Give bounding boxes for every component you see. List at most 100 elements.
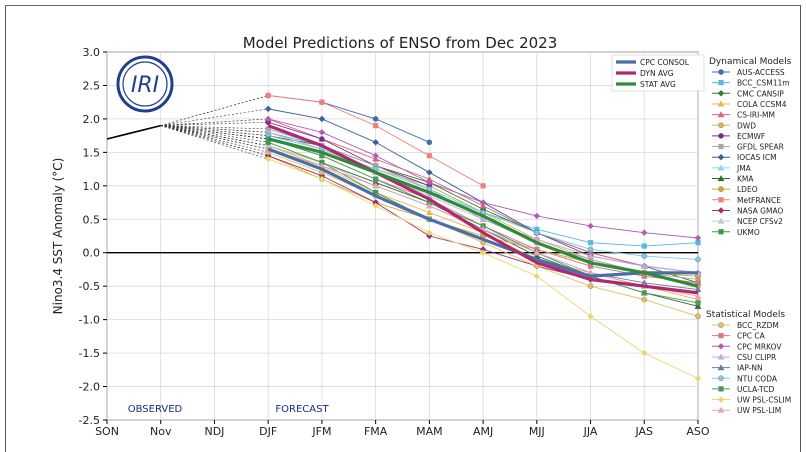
model-point (694, 292, 702, 299)
forecast-label: FORECAST (275, 404, 329, 415)
model-point (373, 189, 379, 196)
x-tick-label: MJJ (529, 425, 545, 438)
model-series (264, 92, 702, 382)
legend-marker (718, 197, 724, 203)
model-point (265, 92, 271, 99)
model-point (534, 229, 540, 236)
legend-marker (718, 375, 724, 381)
model-point (372, 202, 379, 210)
fan-line (160, 121, 269, 126)
model-point (426, 169, 433, 176)
x-tick-label: ASO (686, 425, 710, 438)
model-point (587, 249, 594, 256)
observed-line (106, 124, 161, 140)
legend-label: MetFRANCE (737, 196, 781, 205)
model-point (265, 139, 271, 145)
legend-label: LDEO (737, 185, 758, 194)
plot-border (106, 51, 699, 421)
model-point (641, 243, 647, 249)
legend-label: NCEP CFSv2 (737, 217, 783, 226)
model-point (318, 129, 326, 136)
model-point (641, 273, 647, 279)
model-point (641, 349, 648, 357)
summary-series (267, 124, 699, 295)
model-point (694, 234, 702, 242)
model-point (319, 153, 325, 159)
legend-label: NASA GMAO (737, 206, 783, 215)
model-point (587, 269, 594, 276)
legend-label: CS-IRI-MM (737, 111, 775, 120)
model-point (479, 249, 487, 256)
forecast-fan-lines (160, 95, 269, 160)
legend-label: CPC MRKOV (737, 342, 782, 351)
model-point (425, 175, 433, 182)
model-point (425, 209, 433, 216)
x-tick-label: JAS (634, 425, 653, 438)
legend-marker (718, 143, 724, 150)
model-series-group (264, 115, 702, 242)
y-tick-label: 0.0 (83, 247, 101, 260)
frame-border-right (800, 5, 801, 452)
model-line (268, 121, 430, 187)
y-tick-label: 0.5 (83, 213, 101, 226)
legend-label: CPC CA (737, 332, 766, 341)
legend-marker (717, 164, 725, 171)
model-point (372, 199, 379, 206)
y-tick-label: -1.5 (79, 347, 100, 360)
y-tick-label: -0.5 (79, 280, 100, 293)
legend-label: JMA (736, 164, 752, 173)
legend-marker (717, 90, 725, 97)
y-tick-label: 1.0 (83, 180, 101, 193)
fan-line (160, 125, 269, 130)
model-point (641, 290, 647, 296)
summary-line (267, 137, 699, 288)
fan-line (160, 125, 269, 136)
legend-marker (717, 353, 725, 360)
model-point (318, 175, 326, 183)
legend-label: DWD (737, 121, 756, 130)
model-point (640, 262, 648, 269)
model-point (641, 229, 648, 236)
model-point (264, 155, 272, 163)
model-point (641, 296, 648, 303)
legend-label: IOCAS ICM (737, 153, 777, 162)
logo-text: IRI (131, 73, 159, 98)
legend-marker (717, 154, 725, 161)
fan-line (160, 118, 269, 126)
legend-label: BCC_CSM11m (737, 79, 790, 88)
model-point (426, 139, 433, 146)
model-series-group (265, 92, 486, 189)
legend-marker (717, 343, 725, 350)
plot-area: 3.0 2.5 2.0 1.5 1.0 0.5 0.0 -0.5 -1.0 -1.5 -2.0 -2.… (79, 46, 710, 438)
model-point (480, 183, 486, 189)
y-tick-label: -2.0 (79, 381, 100, 394)
x-tick-label: FMA (364, 425, 388, 438)
legend-marker (718, 333, 724, 339)
fan-line (160, 125, 269, 133)
model-point (479, 215, 487, 222)
statistical-legend-title: Statistical Models (706, 310, 785, 320)
model-point (264, 128, 272, 135)
iri-logo: IRI (116, 55, 174, 113)
summary-line (267, 147, 698, 278)
legend-marker (717, 207, 725, 214)
model-point (587, 246, 594, 253)
model-point (372, 182, 380, 189)
model-point (587, 313, 594, 320)
summary-legend: CPC CONSOL DYN AVG STAT AVG (611, 54, 705, 92)
legend-marker (718, 69, 724, 75)
model-point (426, 229, 433, 236)
legend-marker (718, 386, 724, 392)
summary-legend-label: DYN AVG (640, 69, 674, 78)
model-point (587, 222, 594, 230)
model-point (264, 142, 272, 149)
y-tick-label: 2.0 (83, 113, 101, 126)
model-point (533, 212, 541, 220)
x-tick-label: SON (95, 425, 119, 438)
legend-label: CSU CLIPR (737, 353, 776, 362)
model-point (373, 176, 379, 182)
model-point (426, 153, 432, 159)
model-series-group (264, 155, 702, 382)
legend-marker (718, 229, 724, 235)
y-tick-label: 1.5 (83, 146, 101, 159)
